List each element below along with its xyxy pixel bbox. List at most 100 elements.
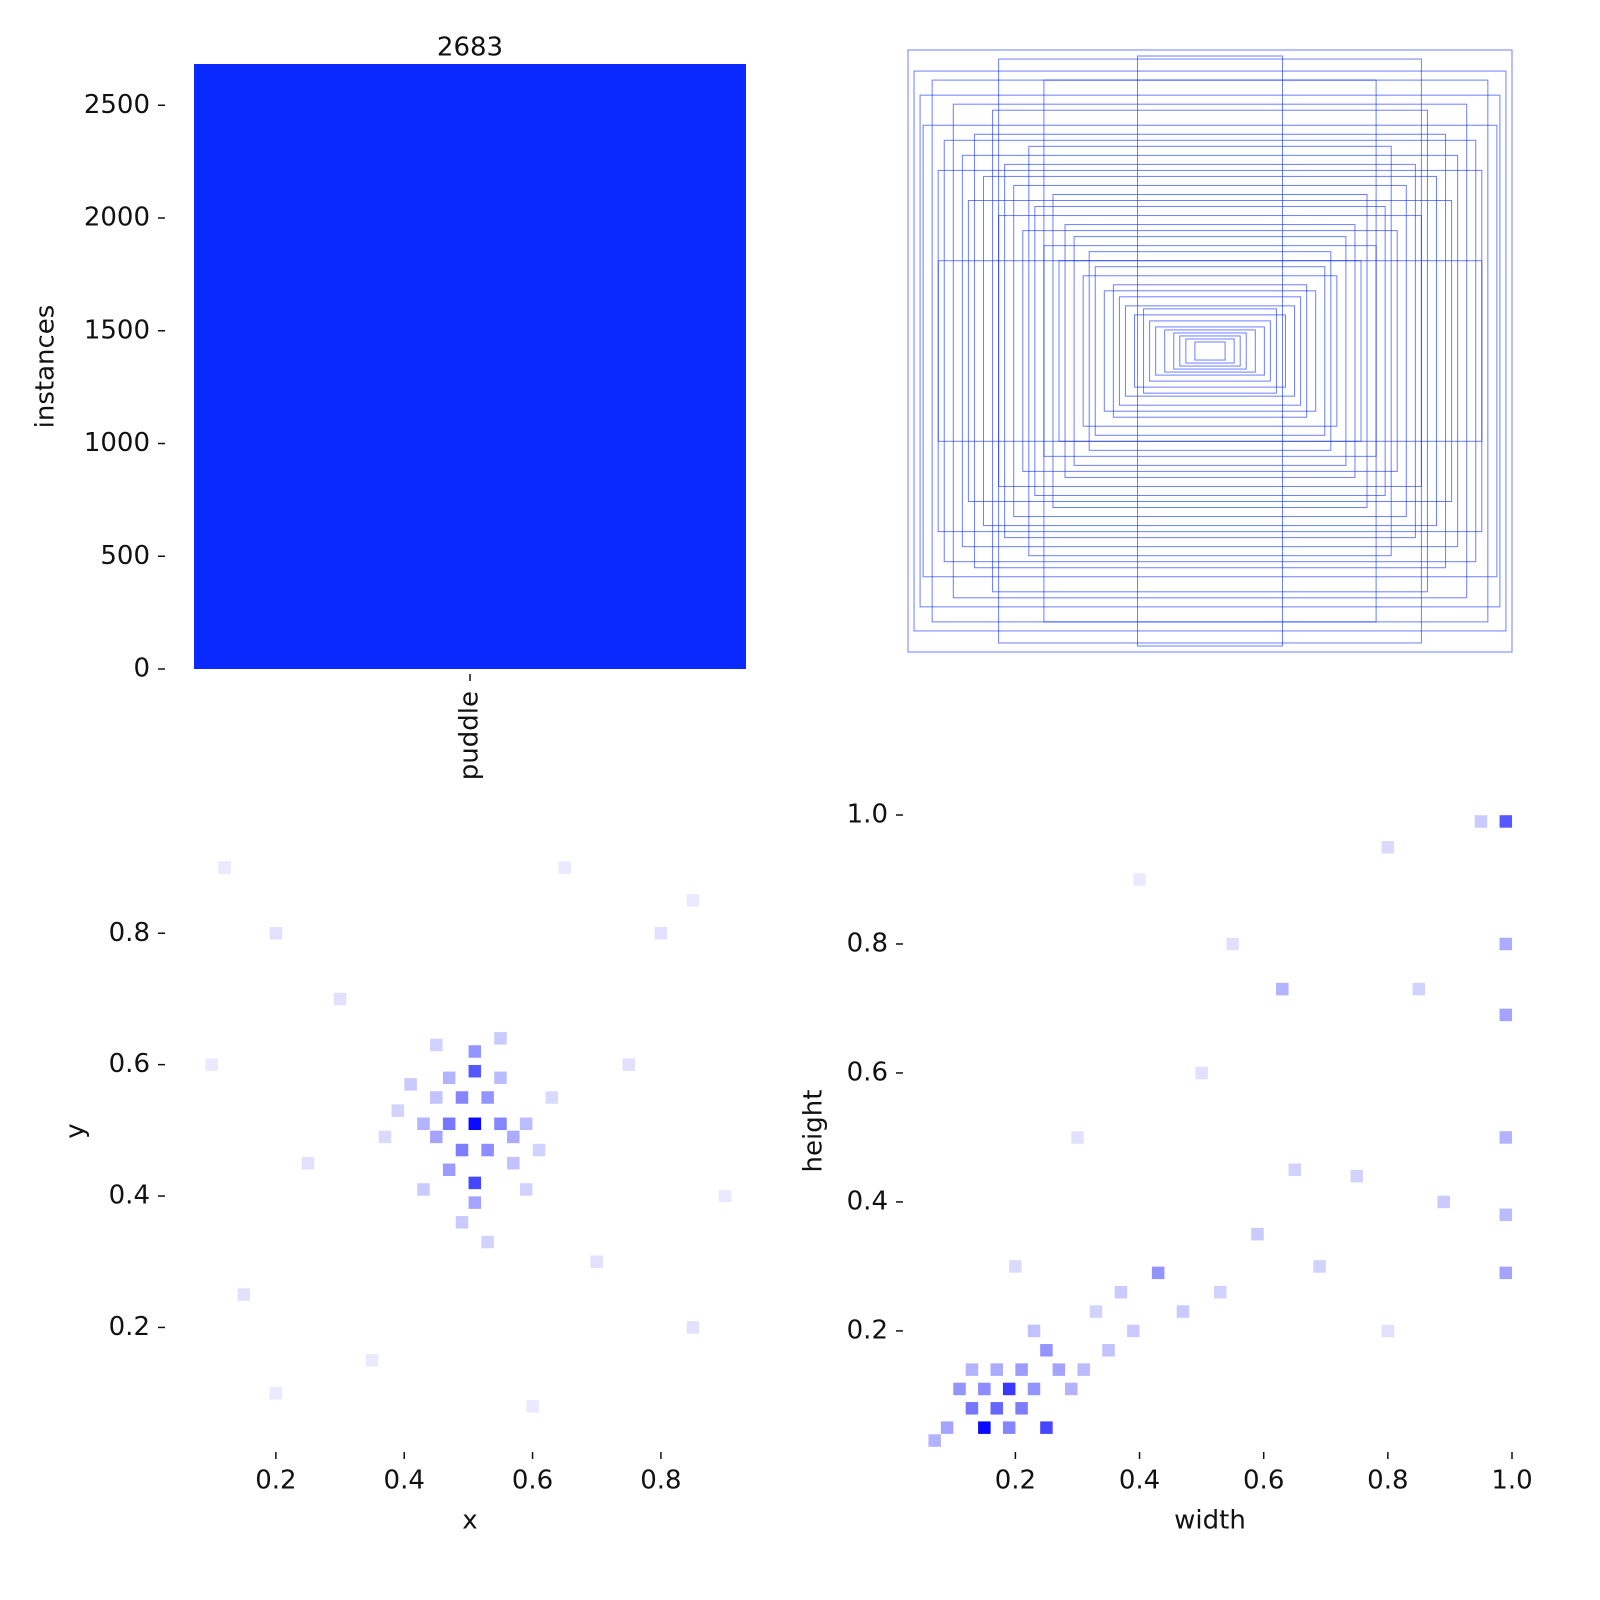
- y-tick-label: 500: [100, 541, 150, 571]
- y-tick-label: 0.6: [109, 1049, 150, 1079]
- label-box: [1043, 245, 1377, 457]
- label-box: [1028, 145, 1392, 557]
- heatmap-cell: [953, 1382, 966, 1396]
- label-box: [1124, 305, 1296, 397]
- x-tick-label: 0.2: [995, 1466, 1036, 1496]
- heatmap-cell: [237, 1288, 251, 1301]
- label-box: [1112, 284, 1308, 418]
- heatmap-cell: [990, 1402, 1004, 1415]
- heatmap-cell: [430, 1091, 443, 1104]
- heatmap-cell: [1381, 1324, 1395, 1338]
- x-tick-label: 0.2: [255, 1466, 296, 1496]
- x-tick-label: 0.6: [512, 1466, 553, 1496]
- heatmap-cell: [391, 1104, 405, 1117]
- y-axis-label: height: [799, 1090, 829, 1173]
- label-box: [973, 133, 1447, 569]
- heatmap-cell: [494, 1071, 507, 1085]
- heatmap-cell: [1102, 1344, 1115, 1357]
- y-tick-label: 0.8: [109, 918, 150, 948]
- heatmap-cell: [940, 1421, 954, 1434]
- y-tick-label: 0: [133, 654, 150, 684]
- y-axis-label: instances: [31, 305, 61, 429]
- heatmap-cell: [417, 1117, 430, 1131]
- y-tick-label: 0.4: [847, 1186, 888, 1216]
- heatmap-cell: [455, 1216, 469, 1229]
- y-axis-label: y: [61, 1123, 91, 1138]
- heatmap-cell: [1040, 1421, 1053, 1434]
- label-box: [1034, 206, 1386, 496]
- heatmap-cell: [1015, 1363, 1028, 1376]
- heatmap-cell: [468, 1176, 482, 1190]
- heatmap-cell: [1350, 1169, 1364, 1183]
- heatmap-cell: [1127, 1324, 1140, 1338]
- x-axis-label: x: [462, 1506, 477, 1536]
- heatmap-cell: [526, 1400, 539, 1413]
- heatmap-cell: [558, 861, 571, 874]
- label-box: [1043, 79, 1377, 623]
- label-box: [952, 103, 1468, 599]
- label-box: [1155, 326, 1265, 376]
- heatmap-cell: [990, 1363, 1004, 1376]
- bar-value-label: 2683: [437, 33, 503, 63]
- label-box: [937, 260, 1483, 442]
- heatmap-cell: [545, 1091, 559, 1104]
- heatmap-cell: [1027, 1324, 1041, 1338]
- y-tick-label: 0.2: [109, 1312, 150, 1342]
- label-box: [922, 124, 1498, 578]
- heatmap-cell: [507, 1156, 520, 1170]
- label-box: [1022, 230, 1398, 472]
- heatmap-cell: [978, 1382, 991, 1396]
- heatmap-cell: [404, 1078, 417, 1091]
- label-box: [1073, 236, 1347, 466]
- heatmap-cell: [1176, 1305, 1190, 1318]
- heatmap-cell: [1251, 1227, 1264, 1241]
- heatmap-cell: [468, 1117, 482, 1131]
- x-axis-label: width: [1174, 1506, 1246, 1536]
- heatmap-cell: [494, 1032, 507, 1045]
- heatmap-cell: [1499, 1208, 1513, 1222]
- heatmap-cell: [1499, 815, 1513, 828]
- heatmap-cell: [1499, 1131, 1513, 1144]
- label-box: [1137, 55, 1283, 647]
- label-box: [907, 49, 1513, 653]
- heatmap-cell: [455, 1091, 469, 1104]
- label-box: [1118, 296, 1302, 406]
- label-box: [992, 109, 1428, 593]
- label-box: [967, 200, 1453, 502]
- label-box: [1082, 275, 1338, 427]
- heatmap-cell: [430, 1038, 443, 1052]
- heatmap-cell: [1276, 982, 1289, 996]
- heatmap-cell: [442, 1071, 456, 1085]
- y-tick-label: 0.6: [847, 1057, 888, 1087]
- heatmap-cell: [1226, 937, 1239, 951]
- heatmap-cell: [622, 1058, 636, 1071]
- heatmap-cell: [965, 1363, 979, 1376]
- label-box: [1004, 163, 1416, 539]
- heatmap-cell: [269, 1386, 283, 1400]
- heatmap-cell: [1002, 1382, 1016, 1396]
- heatmap-cell: [218, 861, 231, 874]
- heatmap-cell: [1089, 1305, 1103, 1318]
- heatmap-cell: [301, 1156, 315, 1170]
- heatmap-cell: [1015, 1402, 1028, 1415]
- heatmap-cell: [468, 1196, 482, 1209]
- heatmap-cell: [1499, 1008, 1513, 1022]
- label-box: [913, 70, 1507, 632]
- y-tick-label: 1.0: [847, 800, 888, 830]
- label-box: [919, 94, 1501, 608]
- heatmap-cell: [1412, 982, 1426, 996]
- heatmap-cell: [430, 1130, 443, 1144]
- label-box: [1164, 329, 1256, 373]
- label-box: [1013, 184, 1407, 518]
- label-box: [998, 58, 1422, 644]
- heatmap-cell: [532, 1143, 546, 1157]
- heatmap-cell: [442, 1117, 456, 1131]
- heatmap-cell: [1052, 1363, 1066, 1376]
- label-box: [943, 139, 1477, 563]
- heatmap-cell: [928, 1434, 941, 1447]
- label-box: [1173, 332, 1247, 370]
- label-box: [1185, 338, 1235, 364]
- label-box: [1143, 308, 1277, 394]
- label-box: [1064, 224, 1356, 478]
- heatmap-cell: [442, 1163, 456, 1177]
